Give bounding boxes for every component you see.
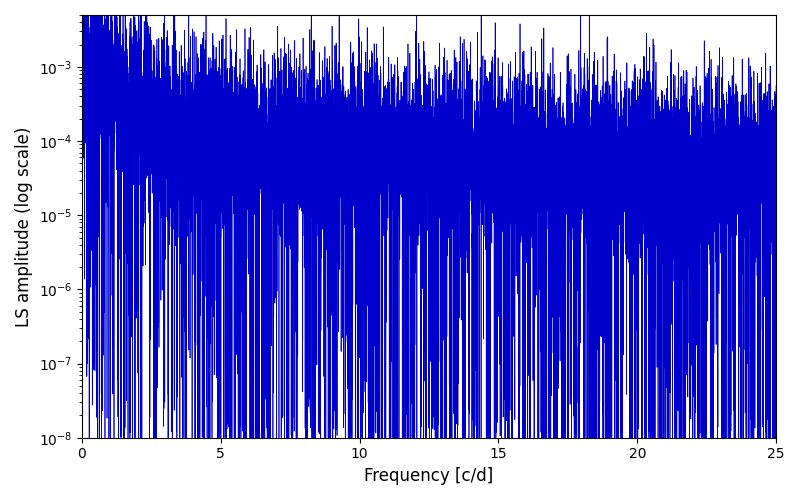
X-axis label: Frequency [c/d]: Frequency [c/d]: [364, 467, 494, 485]
Y-axis label: LS amplitude (log scale): LS amplitude (log scale): [15, 126, 33, 326]
